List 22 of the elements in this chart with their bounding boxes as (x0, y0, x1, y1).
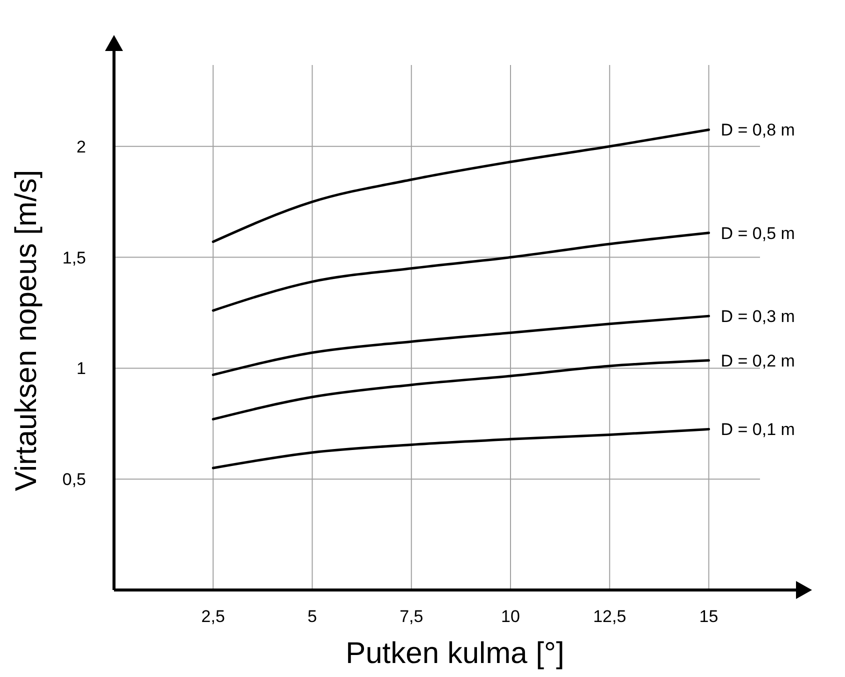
x-tick-label: 10 (501, 607, 520, 626)
series-label: D = 0,3 m (720, 307, 795, 326)
series-label: D = 0,2 m (720, 351, 795, 370)
y-tick-label: 2 (76, 137, 86, 156)
y-tick-label: 1,5 (62, 248, 86, 268)
y-axis-title: Virtauksen nopeus [m/s] (10, 170, 43, 492)
series-label: D = 0,5 m (720, 224, 795, 243)
x-tick-label: 12,5 (593, 607, 626, 626)
x-tick-label: 7,5 (400, 607, 424, 626)
series-label: D = 0,8 m (720, 120, 795, 140)
series-label: D = 0,1 m (720, 420, 795, 440)
line-series (212, 428, 710, 470)
x-tick-label: 2,5 (201, 607, 225, 626)
x-tick-label: 5 (308, 607, 317, 626)
line-series (212, 232, 710, 312)
line-series (212, 359, 710, 420)
x-tick-label: 15 (699, 607, 718, 626)
y-tick-label: 1 (76, 359, 86, 378)
y-tick-label: 0,5 (62, 470, 86, 490)
x-axis-title: Putken kulma [°] (346, 637, 564, 670)
line-series (212, 128, 710, 244)
line-series (212, 314, 710, 376)
